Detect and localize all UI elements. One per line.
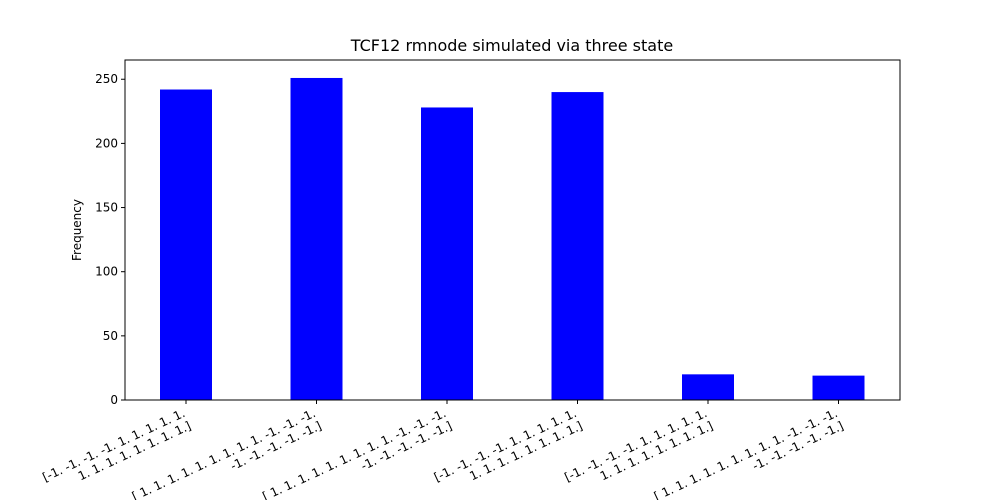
x-tick-label-line: [-1. -1. -1. -1. 1. 1. 1. 1. 1. xyxy=(562,406,709,484)
chart-title: TCF12 rmnode simulated via three state xyxy=(350,36,673,55)
bar xyxy=(160,89,212,401)
y-tick-label: 150 xyxy=(95,201,118,215)
plot-frame xyxy=(124,59,901,401)
y-tick-label: 250 xyxy=(95,72,118,86)
x-tick-label-line: [-1. -1. -1. -1. 1. 1. 1. 1. 1. xyxy=(432,406,579,484)
x-axis: [-1. -1. -1. -1. 1. 1. 1. 1. 1.1. 1. 1. … xyxy=(40,400,846,500)
bar xyxy=(421,107,473,401)
y-axis-label: Frequency xyxy=(70,199,84,261)
bar xyxy=(682,374,734,400)
x-tick-label: [-1. -1. -1. -1. 1. 1. 1. 1. 1.1. 1. 1. … xyxy=(432,406,585,497)
bar xyxy=(290,77,343,400)
y-axis: 0 50 100 150 200 250 xyxy=(95,72,125,407)
y-tick-label: 0 xyxy=(110,393,118,407)
y-tick-label: 100 xyxy=(95,265,118,279)
y-tick-label: 200 xyxy=(95,136,118,150)
x-tick-label-line: [-1. -1. -1. -1. 1. 1. 1. 1. 1. xyxy=(40,406,187,484)
bar xyxy=(551,92,604,400)
bars-group xyxy=(160,77,865,401)
bar xyxy=(812,375,865,400)
y-tick-label: 50 xyxy=(103,329,118,343)
